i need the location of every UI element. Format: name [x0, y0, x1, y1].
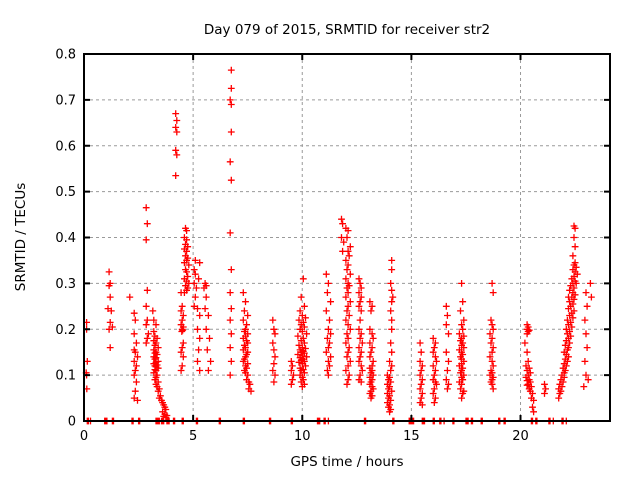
y-tick-label: 0.8: [55, 48, 76, 63]
y-tick-label: 0.4: [55, 231, 76, 246]
x-axis-label: GPS time / hours: [290, 454, 404, 470]
y-tick-label: 0: [68, 415, 76, 430]
y-tick-label: 0.5: [55, 185, 76, 200]
y-tick-label: 0.2: [55, 323, 76, 338]
x-tick-label: 0: [80, 429, 88, 444]
y-axis-label: SRMTID / TECUs: [13, 182, 29, 292]
scatter-points: [82, 66, 595, 425]
x-tick-label: 15: [403, 429, 420, 444]
y-tick-label: 0.6: [55, 139, 76, 154]
x-tick-label: 10: [294, 429, 311, 444]
y-tick-label: 0.7: [55, 93, 76, 108]
x-tick-label: 20: [512, 429, 529, 444]
chart-title: Day 079 of 2015, SRMTID for receiver str…: [203, 22, 491, 38]
x-tick-label: 5: [189, 429, 197, 444]
y-tick-label: 0.1: [55, 369, 76, 384]
y-tick-label: 0.3: [55, 277, 76, 292]
